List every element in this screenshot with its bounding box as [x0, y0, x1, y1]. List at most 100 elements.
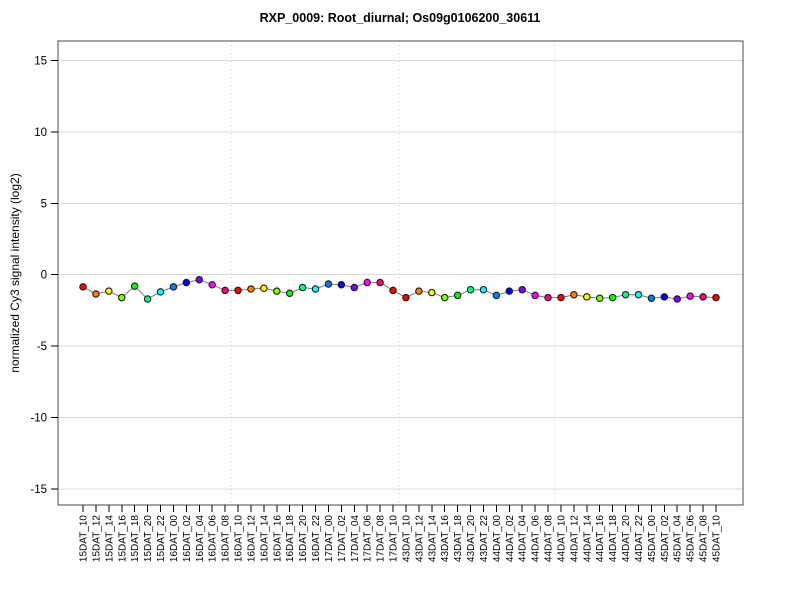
data-point-44DAT_14	[583, 293, 591, 301]
data-point-44DAT_16	[595, 294, 604, 303]
x-tick-label: 16DAT_14	[259, 515, 270, 563]
data-point-44DAT_10	[557, 293, 565, 302]
x-tick-label: 44DAT_16	[595, 515, 606, 563]
data-point-16DAT_22	[311, 285, 320, 293]
data-point-16DAT_08	[221, 286, 229, 295]
data-point-15DAT_18	[130, 282, 139, 290]
x-tick-label: 17DAT_00	[324, 515, 335, 563]
data-point-45DAT_02	[660, 293, 669, 301]
x-tick-label: 43DAT_22	[479, 515, 490, 563]
y-tick-label: -5	[37, 341, 47, 353]
chart-title: RXP_0009: Root_diurnal; Os09g0106200_306…	[260, 11, 541, 25]
x-tick-label: 15DAT_22	[156, 515, 167, 563]
x-tick-label: 15DAT_18	[130, 515, 141, 563]
x-tick-label: 16DAT_22	[311, 515, 322, 563]
x-tick-label: 45DAT_06	[686, 515, 697, 563]
x-tick-label: 16DAT_20	[298, 515, 309, 563]
data-point-16DAT_02	[182, 278, 191, 287]
x-tick-label: 17DAT_08	[376, 515, 387, 563]
data-point-16DAT_00	[169, 283, 178, 291]
x-tick-label: 17DAT_04	[350, 515, 361, 563]
data-point-17DAT_00	[324, 280, 333, 288]
y-tick-label: 0	[41, 270, 47, 282]
data-point-16DAT_10	[234, 286, 242, 295]
data-point-43DAT_18	[453, 291, 462, 300]
x-tick-label: 44DAT_10	[556, 515, 567, 563]
x-tick-label: 44DAT_14	[582, 515, 593, 563]
y-tick-label: 5	[41, 198, 47, 210]
x-tick-label: 15DAT_12	[91, 515, 102, 563]
data-point-43DAT_16	[440, 293, 449, 302]
data-point-17DAT_10	[389, 286, 397, 295]
data-point-15DAT_14	[105, 287, 113, 295]
data-point-16DAT_06	[208, 280, 216, 289]
data-point-44DAT_22	[634, 290, 643, 299]
data-point-43DAT_12	[415, 287, 423, 295]
x-tick-label: 16DAT_08	[221, 515, 232, 563]
x-tick-label: 15DAT_10	[79, 515, 90, 563]
x-tick-label: 45DAT_00	[647, 515, 658, 563]
x-tick-label: 44DAT_04	[518, 515, 529, 563]
y-tick-label: 10	[34, 127, 47, 139]
x-tick-label: 43DAT_16	[440, 515, 451, 563]
x-tick-label: 45DAT_10	[712, 515, 723, 563]
data-point-45DAT_08	[699, 293, 707, 301]
x-tick-label: 44DAT_08	[544, 515, 555, 563]
data-point-17DAT_04	[350, 283, 359, 292]
x-tick-label: 44DAT_12	[569, 515, 580, 563]
x-tick-label: 15DAT_14	[104, 515, 115, 563]
data-point-43DAT_10	[402, 293, 410, 302]
data-point-44DAT_04	[518, 285, 526, 294]
data-point-16DAT_18	[285, 289, 294, 298]
data-point-15DAT_22	[156, 288, 165, 296]
data-point-45DAT_00	[647, 294, 656, 303]
x-tick-label: 16DAT_02	[182, 515, 193, 563]
y-tick-label: -10	[30, 413, 47, 425]
x-tick-label: 16DAT_16	[272, 515, 283, 563]
x-tick-label: 43DAT_18	[453, 515, 464, 563]
x-tick-label: 43DAT_20	[466, 515, 477, 563]
x-tick-label: 16DAT_10	[234, 515, 245, 563]
x-tick-label: 17DAT_10	[389, 515, 400, 563]
data-point-44DAT_00	[492, 291, 501, 300]
data-point-16DAT_04	[195, 275, 204, 284]
data-point-44DAT_20	[621, 290, 630, 299]
x-tick-label: 16DAT_18	[285, 515, 296, 563]
x-tick-label: 43DAT_12	[414, 515, 425, 563]
x-tick-label: 45DAT_02	[660, 515, 671, 563]
data-point-45DAT_06	[686, 292, 694, 300]
data-point-16DAT_12	[247, 285, 255, 293]
data-point-44DAT_18	[608, 293, 617, 302]
x-tick-label: 44DAT_18	[608, 515, 619, 563]
data-point-16DAT_20	[298, 283, 307, 292]
data-point-44DAT_08	[544, 293, 552, 302]
data-point-43DAT_14	[428, 288, 436, 297]
y-tick-label: 15	[34, 55, 47, 67]
x-tick-label: 44DAT_00	[492, 515, 503, 563]
data-point-17DAT_02	[337, 280, 346, 289]
x-tick-label: 15DAT_20	[143, 515, 154, 563]
x-tick-label: 45DAT_08	[699, 515, 710, 563]
data-point-15DAT_10	[79, 283, 87, 291]
data-point-44DAT_06	[531, 291, 539, 300]
plot-border	[57, 40, 744, 506]
x-tick-label: 45DAT_04	[673, 515, 684, 563]
x-tick-label: 43DAT_14	[427, 515, 438, 563]
data-point-44DAT_02	[505, 287, 514, 295]
data-point-15DAT_16	[118, 293, 126, 302]
x-tick-label: 44DAT_22	[634, 515, 645, 563]
data-point-43DAT_22	[479, 285, 488, 294]
x-tick-label: 17DAT_02	[337, 515, 348, 563]
data-point-15DAT_20	[143, 295, 152, 303]
data-point-17DAT_06	[363, 278, 371, 287]
x-tick-label: 16DAT_12	[246, 515, 257, 563]
x-tick-label: 44DAT_20	[621, 515, 632, 563]
data-point-43DAT_20	[466, 285, 475, 294]
data-point-16DAT_14	[260, 284, 268, 293]
data-point-45DAT_04	[673, 295, 681, 303]
data-point-17DAT_08	[376, 278, 384, 287]
x-tick-label: 16DAT_00	[169, 515, 180, 563]
